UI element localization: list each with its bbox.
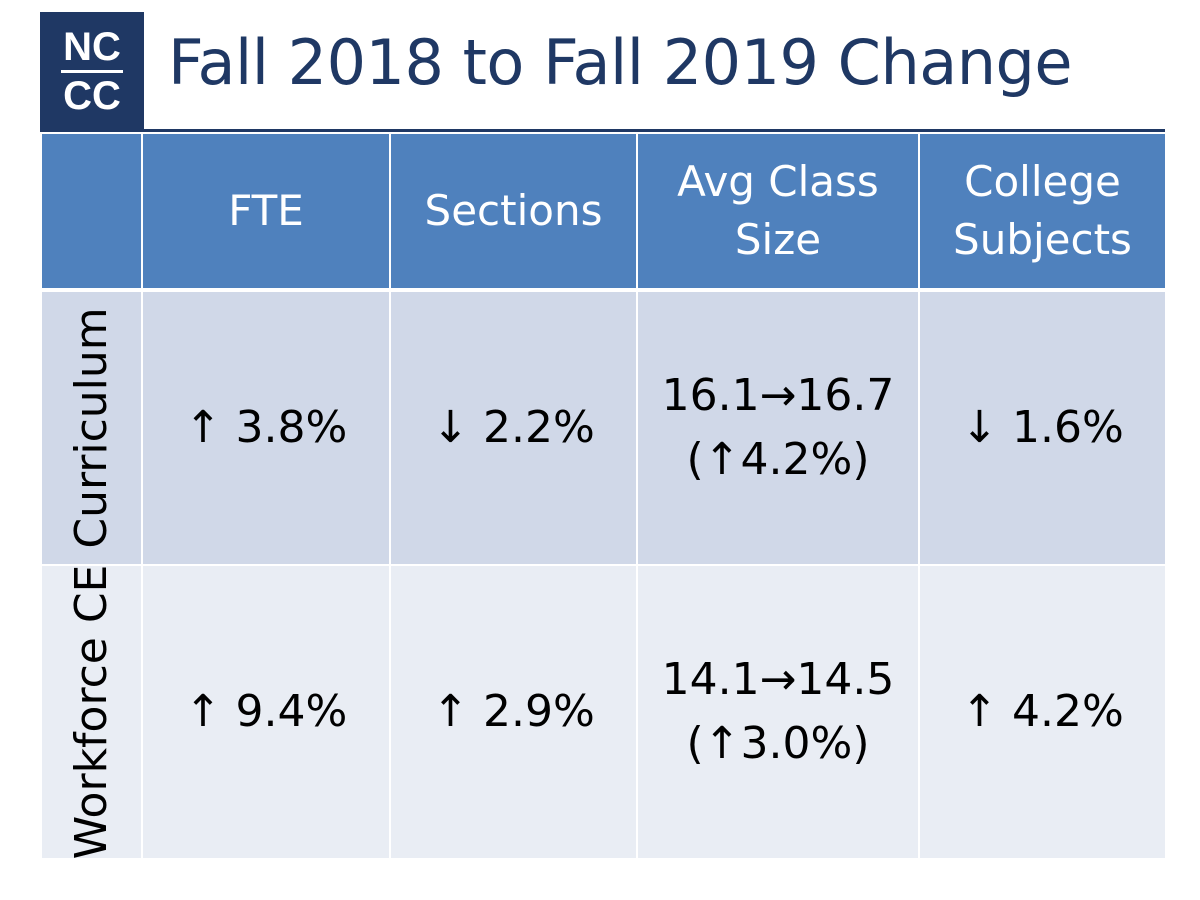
header-sections: Sections: [389, 132, 638, 291]
table-row-curriculum: Curriculum ↑ 3.8% ↓ 2.2% 16.1→16.7 (↑4.2…: [40, 288, 1167, 566]
row-label-text: Workforce CE: [65, 564, 117, 860]
header-corner: [40, 132, 143, 291]
cell-avg-class-size: 16.1→16.7 (↑4.2%): [636, 288, 920, 566]
row-label-workforce-ce: Workforce CE: [40, 564, 143, 860]
cell-fte: ↑ 9.4%: [141, 564, 391, 860]
cell-avg-class-size-change: (↑4.2%): [686, 434, 870, 485]
table-header-row: FTE Sections Avg Class Size College Subj…: [40, 132, 1167, 291]
page-title: Fall 2018 to Fall 2019 Change: [168, 26, 1073, 99]
nccc-logo: NC CC: [40, 12, 144, 130]
header-avg-class-size-line2: Size: [734, 215, 822, 264]
cell-avg-class-size-values: 14.1→14.5: [661, 654, 895, 705]
cell-sections: ↓ 2.2%: [389, 288, 638, 566]
cell-avg-class-size: 14.1→14.5 (↑3.0%): [636, 564, 920, 860]
header-fte: FTE: [141, 132, 391, 291]
header-avg-class-size: Avg Class Size: [636, 132, 920, 291]
row-label-curriculum: Curriculum: [40, 288, 143, 566]
cell-college-subjects: ↓ 1.6%: [918, 288, 1167, 566]
cell-college-subjects: ↑ 4.2%: [918, 564, 1167, 860]
cell-fte: ↑ 3.8%: [141, 288, 391, 566]
change-table: FTE Sections Avg Class Size College Subj…: [40, 132, 1167, 860]
header-avg-class-size-line1: Avg Class: [677, 157, 879, 206]
header-college-subjects-line1: College: [964, 157, 1121, 206]
row-label-text: Curriculum: [65, 307, 117, 549]
table-row-workforce-ce: Workforce CE ↑ 9.4% ↑ 2.9% 14.1→14.5 (↑3…: [40, 564, 1167, 860]
cell-avg-class-size-change: (↑3.0%): [686, 718, 870, 769]
title-underline: [40, 129, 1165, 132]
cell-avg-class-size-values: 16.1→16.7: [661, 370, 895, 421]
header-college-subjects: College Subjects: [918, 132, 1167, 291]
logo-divider: [61, 69, 123, 73]
header-college-subjects-line2: Subjects: [953, 215, 1132, 264]
logo-text-top: NC: [63, 24, 121, 69]
logo-text-bottom: CC: [63, 73, 121, 118]
cell-sections: ↑ 2.9%: [389, 564, 638, 860]
